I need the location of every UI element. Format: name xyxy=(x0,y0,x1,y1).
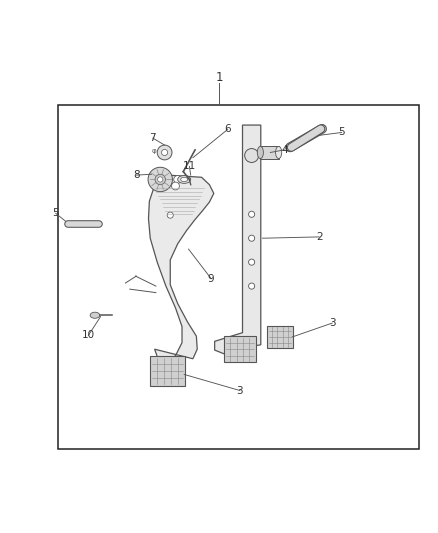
Text: 4: 4 xyxy=(281,145,288,155)
Circle shape xyxy=(157,145,172,160)
Text: 10: 10 xyxy=(82,330,95,340)
Ellipse shape xyxy=(178,175,191,183)
Circle shape xyxy=(155,174,166,184)
Text: 5: 5 xyxy=(339,127,345,138)
Text: 8: 8 xyxy=(133,170,140,180)
Circle shape xyxy=(148,167,173,192)
Bar xyxy=(267,326,293,349)
Text: 2: 2 xyxy=(316,232,322,242)
Polygon shape xyxy=(148,175,214,361)
Circle shape xyxy=(174,175,182,183)
Text: 1: 1 xyxy=(215,71,223,84)
Circle shape xyxy=(249,283,254,289)
Ellipse shape xyxy=(90,312,100,318)
Text: 5: 5 xyxy=(53,208,59,219)
Circle shape xyxy=(249,259,254,265)
Text: 3: 3 xyxy=(329,318,336,328)
Ellipse shape xyxy=(257,147,263,158)
Polygon shape xyxy=(215,125,261,354)
Bar xyxy=(224,336,255,362)
Circle shape xyxy=(249,211,254,217)
Text: φ: φ xyxy=(152,148,156,154)
Text: 6: 6 xyxy=(224,124,231,134)
Circle shape xyxy=(245,149,258,163)
Bar xyxy=(58,106,419,449)
Circle shape xyxy=(167,212,173,218)
Circle shape xyxy=(158,177,163,182)
Text: 11: 11 xyxy=(183,161,196,172)
Text: 3: 3 xyxy=(237,385,243,395)
Circle shape xyxy=(172,182,180,190)
Text: 7: 7 xyxy=(149,133,156,143)
Bar xyxy=(260,147,279,158)
Ellipse shape xyxy=(181,177,187,182)
Circle shape xyxy=(249,235,254,241)
Circle shape xyxy=(162,149,168,156)
Text: 9: 9 xyxy=(208,273,215,284)
Bar xyxy=(150,356,185,386)
Ellipse shape xyxy=(276,147,282,158)
